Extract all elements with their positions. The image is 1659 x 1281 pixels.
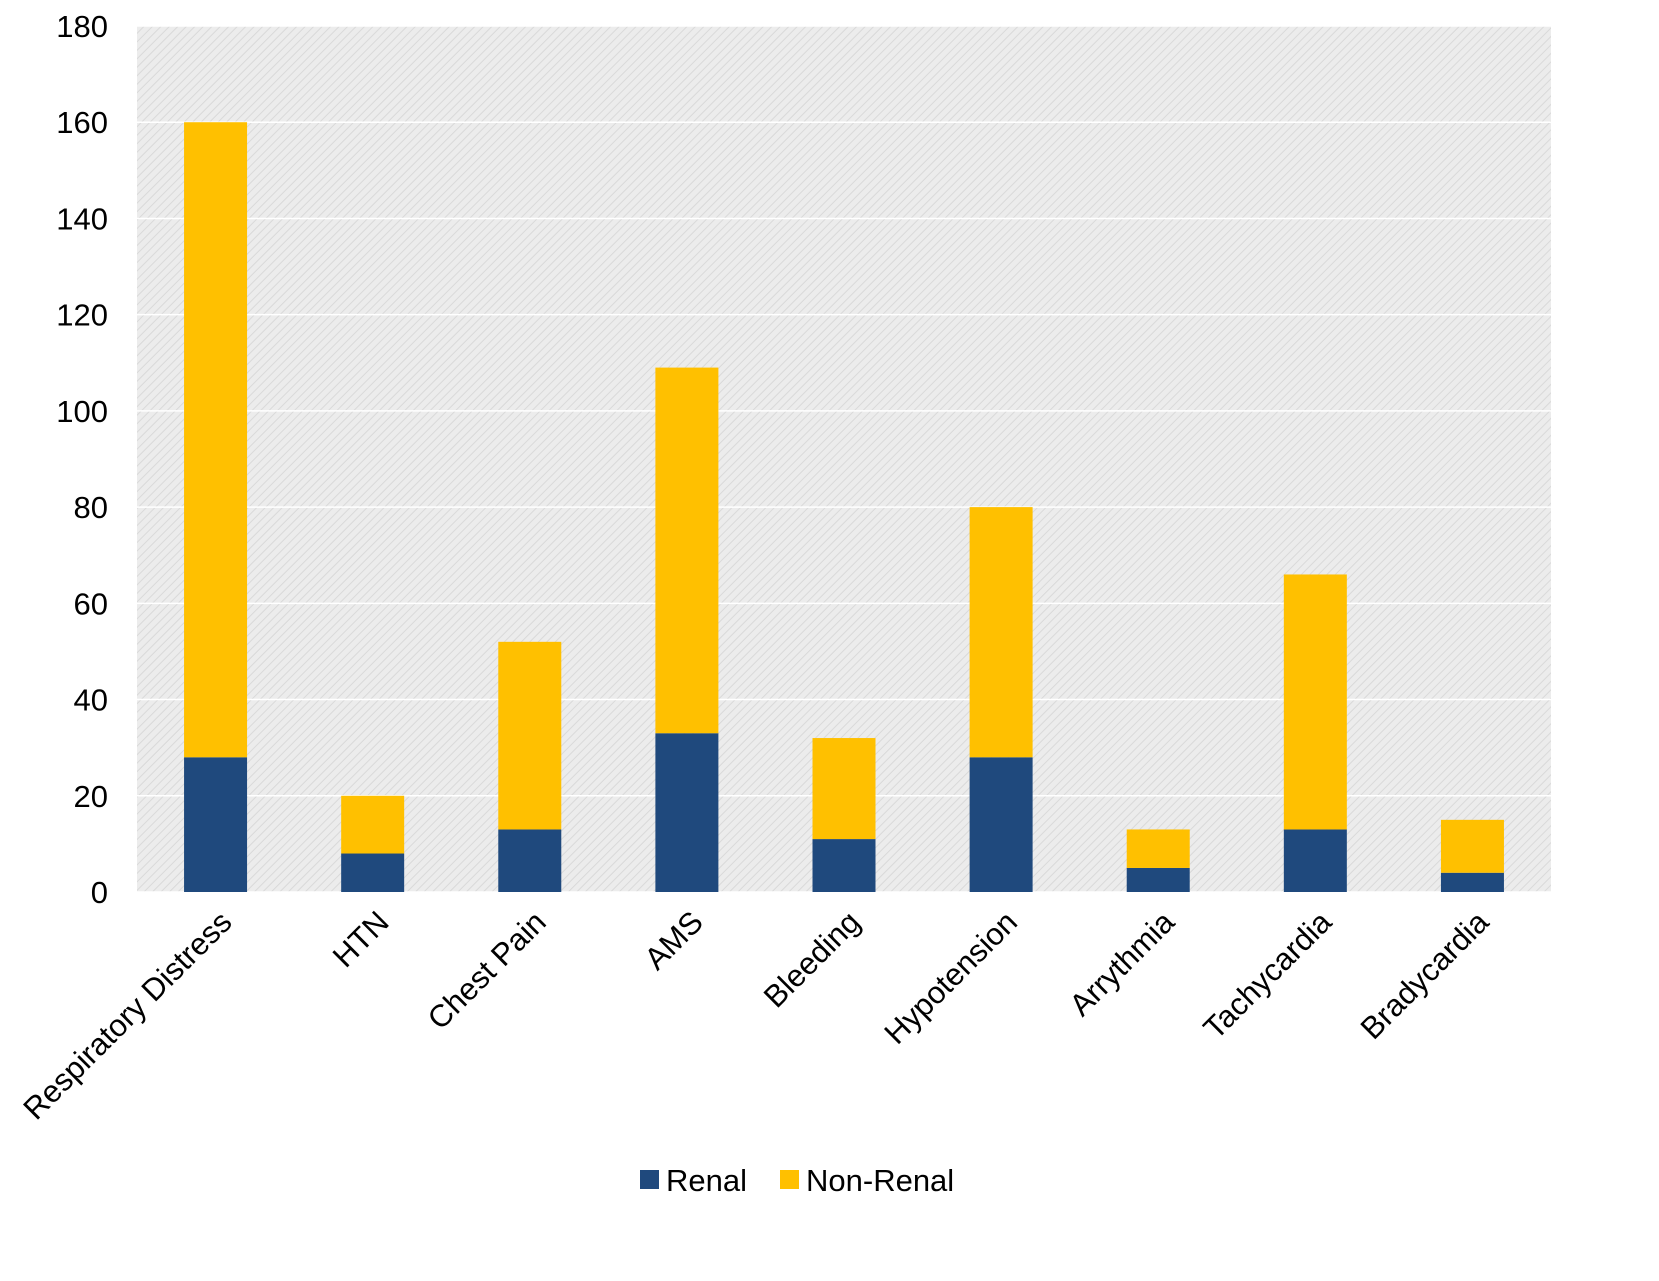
y-tick-label: 60 <box>74 586 108 621</box>
y-tick-label: 100 <box>56 394 108 429</box>
bar-renal <box>812 839 876 892</box>
bar-renal <box>1440 872 1504 892</box>
y-tick-label: 0 <box>91 875 108 910</box>
legend-swatch <box>640 1170 659 1189</box>
bar-renal <box>341 853 405 892</box>
x-tick-label: Hypotension <box>877 904 1024 1051</box>
bar-renal <box>184 757 248 892</box>
x-tick-label: Chest Pain <box>421 904 553 1036</box>
y-tick-label: 160 <box>56 105 108 140</box>
bar-renal <box>498 829 562 892</box>
x-axis-tick-labels: Respiratory Distress HTN Chest Pain AMS Blee… <box>16 904 1495 1127</box>
bar-non-renal <box>498 641 562 830</box>
bar-renal <box>1283 829 1347 892</box>
bar-non-renal <box>969 507 1033 758</box>
bar-non-renal <box>812 738 876 840</box>
bar-non-renal <box>341 795 405 854</box>
y-tick-label: 40 <box>74 683 108 718</box>
bar-renal <box>1126 867 1190 892</box>
x-tick-label: HTN <box>326 904 396 974</box>
bar-renal <box>969 757 1033 892</box>
bar-non-renal <box>184 122 248 758</box>
y-tick-label: 20 <box>74 779 108 814</box>
legend-swatch <box>780 1170 799 1189</box>
bars <box>184 122 1504 892</box>
legend-label: Non-Renal <box>806 1163 954 1198</box>
y-tick-label: 120 <box>56 298 108 333</box>
bar-renal <box>655 733 719 892</box>
x-tick-label: Tachycardia <box>1197 904 1339 1046</box>
bar-non-renal <box>1126 829 1190 868</box>
x-tick-label: Bradycardia <box>1354 904 1496 1046</box>
x-tick-label: AMS <box>638 904 710 976</box>
y-tick-label: 140 <box>56 201 108 236</box>
legend-label: Renal <box>666 1163 747 1198</box>
x-tick-label: Respiratory Distress <box>16 904 238 1126</box>
bar-non-renal <box>655 367 719 734</box>
y-tick-label: 80 <box>74 490 108 525</box>
y-axis-tick-labels: 0 20 40 60 80 100 120 140 160 180 <box>56 9 108 910</box>
legend: Renal Non-Renal <box>640 1163 954 1198</box>
x-tick-label: Arrythmia <box>1063 904 1182 1023</box>
bar-non-renal <box>1440 819 1504 873</box>
bar-non-renal <box>1283 574 1347 830</box>
y-tick-label: 180 <box>56 9 108 44</box>
x-tick-label: Bleeding <box>757 904 867 1014</box>
